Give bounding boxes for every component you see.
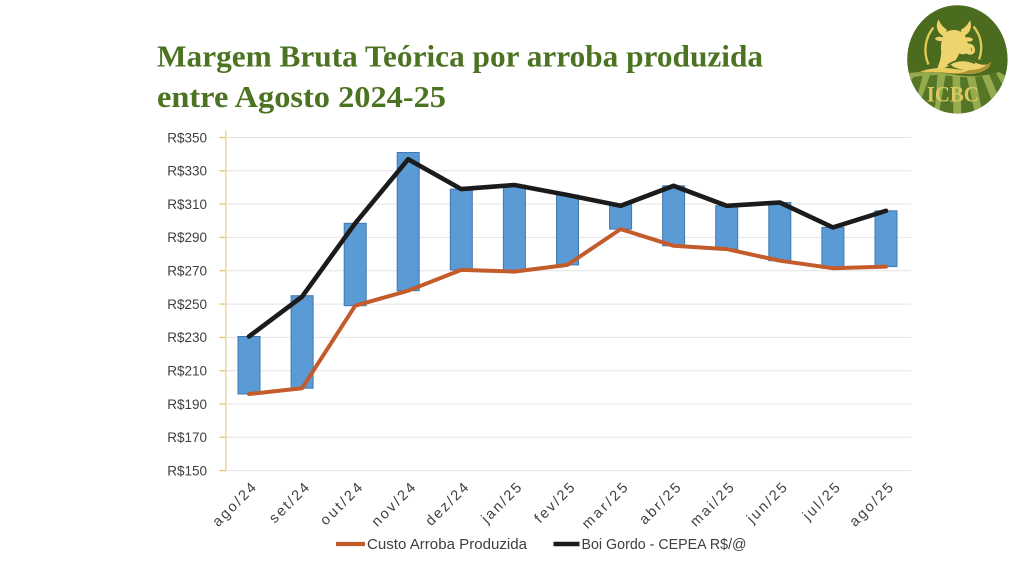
svg-text:ICBC: ICBC <box>927 82 979 107</box>
svg-text:out/24: out/24 <box>317 480 366 529</box>
svg-text:Margem Bruta Teórica por arrob: Margem Bruta Teórica por arroba produzid… <box>157 39 764 74</box>
svg-text:Custo Arroba Produzida: Custo Arroba Produzida <box>367 537 528 553</box>
svg-text:R$170: R$170 <box>167 430 207 445</box>
svg-text:R$290: R$290 <box>167 230 207 245</box>
svg-text:R$230: R$230 <box>167 330 207 345</box>
svg-text:mai/25: mai/25 <box>687 480 737 530</box>
svg-text:R$190: R$190 <box>167 397 207 412</box>
svg-text:jul/25: jul/25 <box>799 480 844 525</box>
svg-text:R$250: R$250 <box>167 297 207 312</box>
svg-text:R$330: R$330 <box>167 164 207 179</box>
svg-text:nov/24: nov/24 <box>369 480 419 530</box>
svg-text:abr/25: abr/25 <box>636 480 684 528</box>
svg-text:mar/25: mar/25 <box>579 480 631 532</box>
svg-text:ago/25: ago/25 <box>847 480 897 530</box>
svg-text:jun/25: jun/25 <box>743 480 790 527</box>
svg-text:Boi Gordo - CEPEA R$/@: Boi Gordo - CEPEA R$/@ <box>582 537 747 553</box>
svg-text:R$350: R$350 <box>167 130 207 145</box>
svg-text:dez/24: dez/24 <box>423 480 472 529</box>
svg-text:jan/25: jan/25 <box>478 480 525 527</box>
svg-text:ago/24: ago/24 <box>210 480 260 530</box>
svg-text:fev/25: fev/25 <box>532 480 579 527</box>
svg-text:R$310: R$310 <box>167 197 207 212</box>
svg-text:R$150: R$150 <box>167 463 207 478</box>
svg-text:set/24: set/24 <box>266 480 313 527</box>
svg-text:entre Agosto 2024-25: entre Agosto 2024-25 <box>157 79 446 114</box>
svg-text:R$270: R$270 <box>167 264 207 279</box>
svg-text:R$210: R$210 <box>167 364 207 379</box>
